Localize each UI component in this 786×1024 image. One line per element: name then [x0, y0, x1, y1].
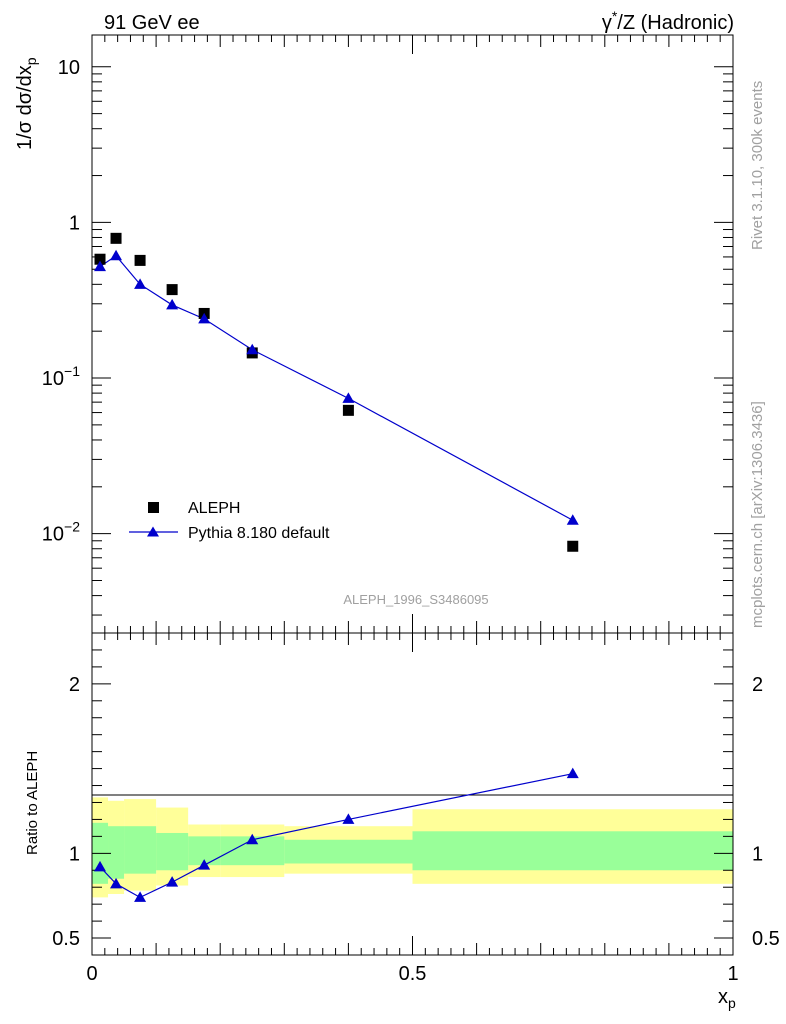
y-axis-label-top: 1/σ dσ/dxp — [14, 57, 39, 150]
header-gamma: γ — [602, 12, 612, 34]
aleph-point — [567, 540, 579, 552]
x-tick-label: 0 — [86, 963, 97, 985]
inner-band — [124, 826, 157, 874]
y-axis-label-bottom: Ratio to ALEPH — [24, 751, 41, 855]
aleph-point — [134, 254, 146, 266]
x-tick-label: 1 — [727, 963, 738, 985]
mc-point — [342, 392, 355, 403]
bottom-y-tick-label-left: 1 — [69, 843, 80, 865]
mc-point — [566, 514, 579, 525]
legend-data-label: ALEPH — [188, 500, 240, 517]
x-axis-label-sub: p — [728, 995, 736, 1011]
aleph-point — [110, 232, 122, 244]
main-plot-panel: 10 1 10−1 10−2 1/σ dσ/dxp ALEPH Pythia 8.18… — [14, 34, 734, 634]
ratio-plot-frame — [91, 632, 734, 956]
ratio-point — [342, 813, 355, 824]
x-axis-label: xp — [718, 986, 736, 1011]
ratio-point — [110, 877, 123, 889]
inner-band — [284, 839, 413, 864]
top-y-tick-label: 10 — [58, 57, 80, 79]
ratio-point — [198, 859, 211, 870]
ratio-point — [166, 876, 179, 887]
bottom-y-tick-label-left: 2 — [69, 674, 80, 696]
top-y-tick-label: 1 — [69, 212, 80, 234]
aleph-point — [94, 253, 106, 265]
ratio-points — [94, 767, 579, 902]
bottom-y-tick-label-right: 0.5 — [752, 928, 780, 950]
mc-point — [94, 260, 107, 272]
legend-data-marker — [148, 502, 159, 513]
uncertainty-bands — [92, 797, 733, 898]
header-left: 91 GeV ee — [104, 12, 200, 34]
mc-point — [246, 343, 259, 355]
bottom-y-tick-label-right: 2 — [752, 674, 763, 696]
x-tick-label: 0.5 — [399, 963, 427, 985]
ratio-point — [94, 860, 107, 872]
mc-point — [134, 278, 147, 289]
mc-points — [94, 249, 579, 525]
ratio-point — [566, 767, 579, 779]
mc-point — [110, 249, 123, 261]
legend: ALEPH Pythia 8.180 default — [129, 500, 330, 542]
ratio-plot-panel: 0.5 0.51 12 2 0 0.5 1 Ratio to ALEPH xp — [24, 632, 780, 1011]
mc-point — [198, 312, 211, 324]
bottom-y-tick-label-right: 1 — [752, 843, 763, 865]
mc-point — [166, 298, 179, 310]
inner-band — [412, 831, 733, 871]
header-slash: / — [617, 12, 623, 34]
aleph-point — [342, 404, 354, 416]
top-y-tick-label: 10−2 — [42, 519, 80, 546]
legend-mc-marker — [147, 526, 159, 537]
aleph-point — [166, 284, 178, 296]
header-right: γ*/Z (Hadronic) — [602, 8, 734, 34]
inner-band — [156, 832, 189, 871]
header-process: Z (Hadronic) — [623, 12, 734, 34]
rivet-label: Rivet 3.1.10, 300k events — [749, 81, 766, 250]
header-star: * — [612, 8, 618, 24]
y-axis-label-top-sub: p — [23, 57, 39, 65]
inner-band — [108, 826, 125, 879]
mcplots-label: mcplots.cern.ch [arXiv:1306.3436] — [749, 401, 766, 628]
mc-line — [99, 255, 574, 521]
legend-mc-label: Pythia 8.180 default — [188, 525, 330, 542]
ratio-point — [246, 833, 259, 845]
bottom-y-tick-label-left: 0.5 — [52, 928, 80, 950]
analysis-watermark: ALEPH_1996_S3486095 — [343, 592, 488, 607]
ratio-point — [134, 891, 147, 902]
bottom-axis-ticks — [91, 632, 734, 956]
top-y-tick-label: 10−1 — [42, 363, 80, 390]
top-y-tick-labels: 10 1 10−1 10−2 — [42, 57, 80, 546]
bottom-y-tick-labels: 0.5 0.5 1 1 2 2 — [52, 674, 780, 950]
x-tick-labels: 0 0.5 1 — [86, 963, 738, 985]
